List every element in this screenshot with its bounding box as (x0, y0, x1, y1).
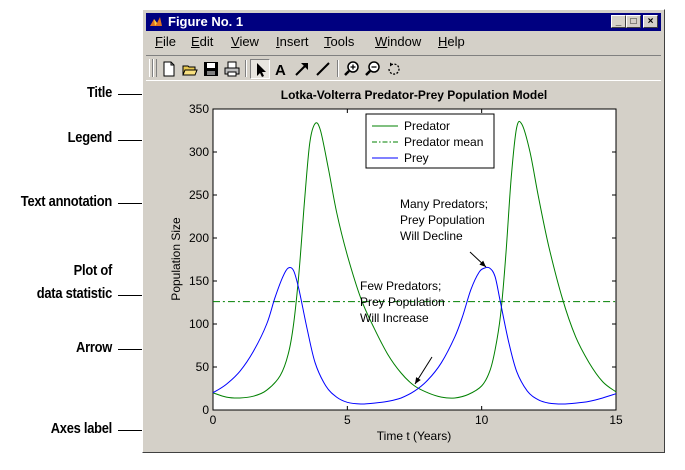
x-axis-label: Time t (Years) (377, 429, 451, 443)
callout-plot-stat-line2: data statistic (36, 285, 113, 302)
insert-text-icon: A (275, 62, 286, 77)
maximize-icon: □ (630, 16, 637, 27)
x-tick-label: 0 (210, 413, 217, 427)
legend-box (365, 113, 495, 169)
zoom-out-button[interactable] (363, 59, 383, 79)
insert-line-icon (316, 62, 330, 76)
y-tick-label: 350 (189, 102, 209, 116)
insert-arrow-button[interactable] (292, 59, 312, 79)
x-tick-label: 15 (609, 413, 623, 427)
window-title: Figure No. 1 (168, 14, 244, 29)
rotate-3d-button[interactable] (384, 59, 404, 79)
y-tick-label: 50 (196, 360, 210, 374)
insert-text-button[interactable]: A (271, 59, 291, 79)
toolbar-separator-2 (337, 60, 339, 77)
y-tick-label: 0 (202, 403, 209, 417)
annotation-few-text[interactable]: Prey Population (360, 295, 445, 309)
title-bar[interactable]: Figure No. 1 _ □ × (146, 13, 661, 31)
annotation-few-text[interactable]: Few Predators; (360, 279, 441, 293)
menu-edit[interactable]: Edit (191, 34, 214, 49)
print-button[interactable] (222, 59, 242, 79)
toolbar-grip-2[interactable] (153, 59, 157, 77)
y-tick-label: 100 (189, 317, 209, 331)
close-icon: × (647, 16, 654, 27)
open-file-button[interactable] (180, 59, 200, 79)
new-figure-button[interactable] (159, 59, 179, 79)
insert-arrow-icon (295, 63, 308, 76)
y-tick-label: 200 (189, 231, 209, 245)
save-icon (204, 62, 218, 76)
menu-bar: File Edit View Insert Tools Window Help (146, 33, 661, 51)
annotation-arrow-decline-head (479, 260, 486, 267)
annotation-few-text[interactable]: Will Increase (360, 311, 429, 325)
y-tick-label: 300 (189, 145, 209, 159)
menu-tools[interactable]: Tools (324, 34, 355, 49)
zoom-in-icon (344, 61, 359, 76)
callout-axes-label: Axes label (50, 420, 113, 437)
print-icon (224, 61, 240, 77)
save-button[interactable] (201, 59, 221, 79)
series-line-prey[interactable] (212, 266, 617, 405)
y-axis-label: Population Size (169, 217, 183, 301)
rotate-3d-icon (388, 62, 400, 75)
new-figure-icon (163, 61, 175, 77)
data-series (212, 120, 617, 405)
annotation-many-text[interactable]: Prey Population (400, 213, 485, 227)
y-tick-label: 150 (189, 274, 209, 288)
annotation-many-text[interactable]: Many Predators; (400, 197, 488, 211)
menu-help[interactable]: Help (438, 34, 465, 49)
callout-arrow: Arrow (76, 339, 112, 356)
legend: Predator Predator mean Prey (365, 113, 495, 169)
legend-entry: Prey (404, 151, 429, 165)
menu-view[interactable]: View (231, 34, 259, 49)
x-tick-label: 10 (475, 413, 489, 427)
svg-text:A: A (275, 62, 286, 77)
legend-entry: Predator mean (404, 135, 483, 149)
minimize-icon: _ (615, 16, 622, 27)
callout-legend: Legend (67, 129, 113, 146)
select-arrow-icon (257, 63, 266, 77)
annotations: Many Predators; Prey Population Will Decli… (360, 197, 488, 385)
chart-title: Lotka-Volterra Predator-Prey Population … (281, 88, 547, 102)
menu-file[interactable]: File (155, 34, 176, 49)
menu-insert[interactable]: Insert (276, 34, 309, 49)
toolbar-grip[interactable] (149, 59, 153, 77)
close-button[interactable]: × (643, 15, 658, 28)
y-tick-label: 250 (189, 188, 209, 202)
callout-plot-stat-line1: Plot of (73, 262, 113, 279)
annotation-many-text[interactable]: Will Decline (400, 229, 463, 243)
series-line-predator[interactable] (212, 120, 617, 399)
insert-line-button[interactable] (313, 59, 333, 79)
x-tick-label: 5 (344, 413, 351, 427)
annotation-arrow-increase-head (415, 377, 421, 384)
toolbar: A (146, 55, 661, 81)
matlab-logo-icon (149, 15, 163, 29)
zoom-out-icon (365, 61, 380, 76)
select-tool-button[interactable] (250, 59, 270, 79)
zoom-in-button[interactable] (342, 59, 362, 79)
menu-window[interactable]: Window (375, 34, 422, 49)
toolbar-separator (245, 60, 247, 77)
minimize-button[interactable]: _ (611, 15, 626, 28)
legend-entry: Predator (404, 119, 450, 133)
callout-title: Title (86, 84, 112, 101)
maximize-button[interactable]: □ (626, 15, 641, 28)
open-file-icon (182, 65, 198, 76)
callout-text-annotation: Text annotation (20, 193, 112, 210)
